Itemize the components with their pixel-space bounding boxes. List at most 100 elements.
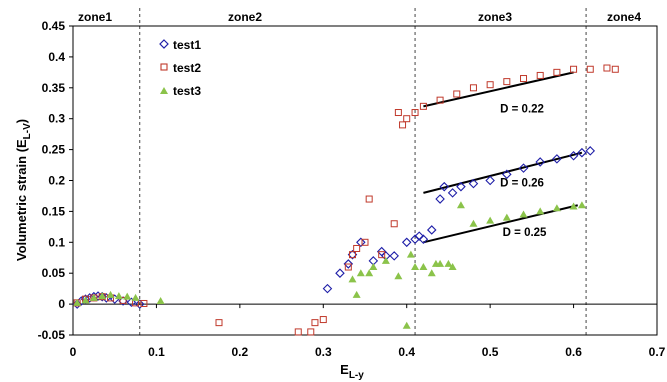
point-test2 [536,71,544,79]
point-test3 [89,293,98,301]
y-tick-label: 0.2 [48,174,65,188]
legend-marker-test1 [159,39,169,49]
legend-label-test1: test1 [173,38,201,52]
point-test1 [552,154,562,164]
point-test1 [535,157,545,167]
x-tick-label: 0.1 [148,345,165,359]
point-test3 [348,275,357,283]
fit-label-test2: D = 0.22 [500,104,544,116]
point-test2 [603,64,611,72]
point-test1 [468,178,479,189]
point-test3 [365,269,374,277]
point-test1 [518,163,529,173]
fit-lines [423,71,583,244]
y-tick-label: 0.3 [48,112,65,126]
zone3-label: zone3 [478,10,512,24]
point-test1 [502,169,512,180]
point-test2 [453,90,461,98]
point-test1 [439,181,450,192]
point-test2 [390,220,398,228]
point-test2 [311,319,319,327]
point-test1 [456,181,466,192]
point-test2 [403,115,411,123]
point-test3 [123,292,132,300]
y-tick-label: 0 [58,297,65,311]
point-test3 [552,204,561,212]
point-test3 [98,292,107,300]
point-test3 [577,201,586,209]
point-test3 [444,259,453,267]
point-test3 [486,216,495,224]
point-test1 [335,268,345,278]
legend-item-test2: test2 [160,61,201,75]
point-test1 [426,225,437,235]
point-test1 [447,188,458,198]
legend-item-test3: test3 [160,84,201,98]
point-test1 [414,231,425,241]
x-axis-title: EL-y [340,362,364,381]
zone2-label: zone2 [228,10,262,24]
point-test2 [553,68,561,76]
point-test3 [73,298,82,306]
point-test2 [319,316,327,324]
fit-line-test2 [423,71,574,108]
point-test2 [469,84,477,92]
point-test2 [353,244,361,252]
point-test2 [361,238,369,246]
point-test2 [365,195,373,203]
point-test3 [536,207,545,215]
point-test3 [427,269,436,277]
point-test3 [131,293,140,301]
point-test2 [307,328,315,336]
point-test3 [394,272,403,280]
point-test2 [344,263,352,271]
point-test2 [215,319,223,327]
x-tick-label: 0.2 [232,345,249,359]
point-test2 [611,65,619,73]
point-test1 [435,194,445,204]
x-tick-label: 0.7 [649,345,666,359]
fit-label-test1: D = 0.26 [500,178,544,190]
point-test2 [378,251,386,259]
data-points [72,64,619,336]
point-test3 [436,259,445,267]
point-test3 [448,263,457,271]
point-test3 [369,263,378,271]
zone4-label: zone4 [607,10,641,24]
point-test3 [156,297,165,305]
point-test3 [352,290,361,298]
zone-boundary-lines [139,8,587,335]
y-axis-title: Volumetric strain (EL-V) [14,119,33,261]
y-tick-label: 0.4 [48,50,65,64]
point-test2 [411,109,419,117]
point-test1 [356,237,366,248]
point-test3 [456,201,465,209]
y-tick-label: -0.05 [38,328,66,342]
point-test2 [399,121,407,129]
y-tick-label: 0.15 [42,204,66,218]
fit-label-test3: D = 0.25 [503,227,547,239]
point-test2 [419,102,427,110]
point-test2 [394,109,402,117]
y-tick-label: 0.25 [42,143,66,157]
point-test2 [486,81,494,89]
point-test1 [401,237,412,248]
x-tick-label: 0.3 [315,345,332,359]
point-test1 [568,151,579,161]
point-test2 [586,65,594,73]
x-tick-label: 0.4 [398,345,415,359]
point-test3 [411,263,420,271]
y-tick-label: 0.45 [42,19,66,33]
point-test2 [520,75,528,83]
point-test1 [134,299,145,309]
point-test3 [381,256,390,264]
point-test3 [419,263,428,271]
x-tick-label: 0.6 [565,345,582,359]
point-test1 [577,147,587,158]
point-test2 [140,299,148,307]
legend-marker-test2 [160,63,168,71]
point-test3 [502,213,511,221]
point-test3 [469,219,478,227]
point-test1 [322,283,333,294]
